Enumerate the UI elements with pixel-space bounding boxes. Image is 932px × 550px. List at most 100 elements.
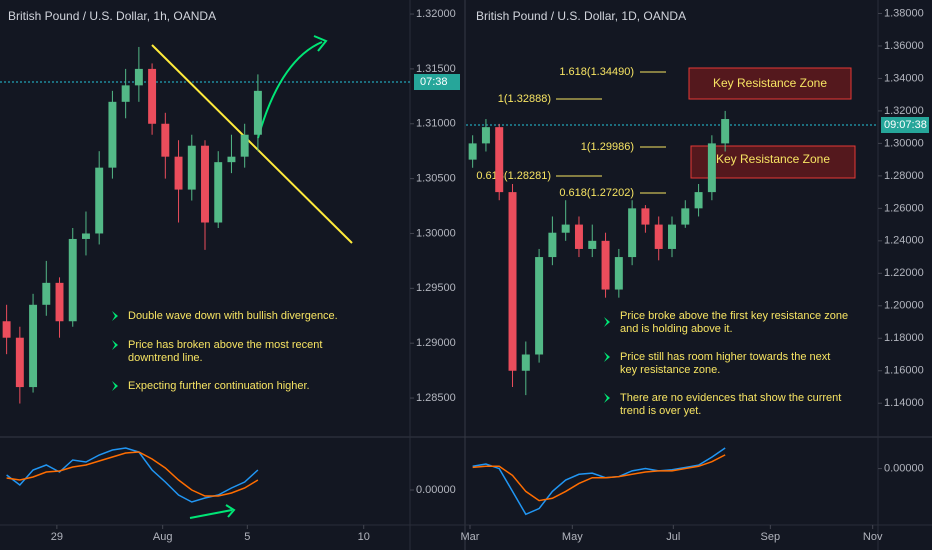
note: trend is over yet.	[620, 405, 701, 417]
y-tick-label: 1.29500	[416, 282, 456, 294]
arrow	[257, 41, 323, 139]
fib-label: 1(1.29986)	[581, 141, 634, 153]
chart-title: British Pound / U.S. Dollar, 1h, OANDA	[8, 9, 216, 23]
fib-label: 1(1.32888)	[498, 93, 551, 105]
y-tick-label: 1.29000	[416, 337, 456, 349]
y-tick-label: 1.14000	[884, 397, 924, 409]
candle-body	[721, 119, 730, 144]
x-tick-label: Sep	[761, 531, 781, 543]
note: and is holding above it.	[620, 323, 733, 335]
note: Price still has room higher towards the …	[620, 351, 830, 363]
bullet	[604, 317, 610, 327]
candle-body	[42, 282, 51, 305]
candle-body	[481, 127, 490, 144]
candle-body	[95, 167, 104, 234]
y-tick-label: 1.28500	[416, 392, 456, 404]
fib-label: 1.618(1.34490)	[559, 66, 634, 78]
candle-body	[29, 304, 38, 388]
candle-body	[201, 145, 209, 223]
divergence-arrow	[189, 509, 233, 519]
candle-body	[468, 143, 477, 160]
candle-body	[668, 224, 676, 249]
resistance-zone	[688, 67, 852, 100]
candle-body	[694, 192, 703, 209]
y-tick-label: 1.32000	[416, 8, 456, 20]
bullet	[112, 340, 118, 350]
x-tick-label: 29	[51, 531, 63, 543]
candle-body	[628, 208, 637, 258]
trend-line	[151, 44, 353, 244]
x-tick-label: May	[562, 531, 583, 543]
y-tick-label: 1.24000	[884, 235, 924, 247]
indicator-line	[472, 454, 726, 502]
candle-body	[707, 143, 716, 193]
y-tick-label: 1.16000	[884, 365, 924, 377]
indicator-line	[6, 451, 259, 497]
candle-body	[55, 282, 64, 322]
candle-body	[508, 192, 517, 371]
candle-body	[161, 123, 170, 157]
y-tick-label: 1.30500	[416, 173, 456, 185]
fib-label: 0.618(1.27202)	[559, 187, 634, 199]
y-tick-label: 1.26000	[884, 202, 924, 214]
y-tick-label: 0.00000	[884, 462, 924, 474]
candle-body	[227, 156, 236, 163]
fib-label: 0.618(1.28281)	[476, 170, 551, 182]
y-tick-label: 1.20000	[884, 300, 924, 312]
price-tag	[881, 117, 929, 133]
candle-body	[253, 90, 262, 135]
candle-body	[601, 240, 610, 290]
candle-body	[681, 208, 690, 225]
candle-body	[240, 134, 249, 157]
y-tick-label: 1.31500	[416, 63, 456, 75]
price-tag-text: 09:07:38	[884, 119, 927, 131]
y-tick-label: 0.00000	[416, 484, 456, 496]
y-tick-label: 1.28000	[884, 170, 924, 182]
candle-body	[134, 68, 143, 86]
x-tick-label: Mar	[461, 531, 480, 543]
candle-body	[2, 321, 11, 338]
arrow-head	[313, 35, 328, 52]
candle-body	[641, 208, 650, 225]
price-tag-text: 07:38	[420, 76, 448, 88]
candle-body	[121, 85, 130, 102]
bullet	[112, 381, 118, 391]
x-tick-label: 5	[244, 531, 250, 543]
bullet	[604, 352, 610, 362]
note: Double wave down with bullish divergence…	[128, 310, 338, 322]
candle-body	[214, 162, 223, 223]
price-tag	[414, 74, 460, 90]
y-tick-label: 1.32000	[884, 105, 924, 117]
candle-body	[548, 232, 557, 258]
zone-label: Key Resistance Zone	[716, 152, 830, 166]
candle-body	[68, 238, 77, 322]
y-tick-label: 1.31000	[416, 118, 456, 130]
candle-body	[521, 354, 530, 371]
bullet	[604, 393, 610, 403]
candle-body	[15, 337, 24, 388]
resistance-zone	[690, 145, 856, 179]
candle-body	[535, 257, 544, 355]
bullet	[112, 311, 118, 321]
y-tick-label: 1.30000	[416, 227, 456, 239]
x-tick-label: Aug	[153, 531, 173, 543]
chart-title: British Pound / U.S. Dollar, 1D, OANDA	[476, 9, 686, 23]
x-tick-label: Jul	[666, 531, 680, 543]
candle-body	[82, 233, 90, 239]
note: key resistance zone.	[620, 364, 720, 376]
note: Price broke above the first key resistan…	[620, 310, 848, 322]
note: Price has broken above the most recent	[128, 339, 322, 351]
arrow-head	[225, 504, 236, 518]
candle-body	[108, 101, 117, 168]
y-tick-label: 1.38000	[884, 7, 924, 19]
candle-body	[495, 127, 504, 193]
bullets	[112, 311, 610, 403]
candle-body	[174, 156, 183, 190]
y-tick-label: 1.34000	[884, 72, 924, 84]
x-tick-label: Nov	[863, 531, 883, 543]
zone-label: Key Resistance Zone	[713, 76, 827, 90]
y-tick-label: 1.36000	[884, 40, 924, 52]
candle-body	[654, 224, 663, 249]
candle-body	[561, 224, 570, 233]
